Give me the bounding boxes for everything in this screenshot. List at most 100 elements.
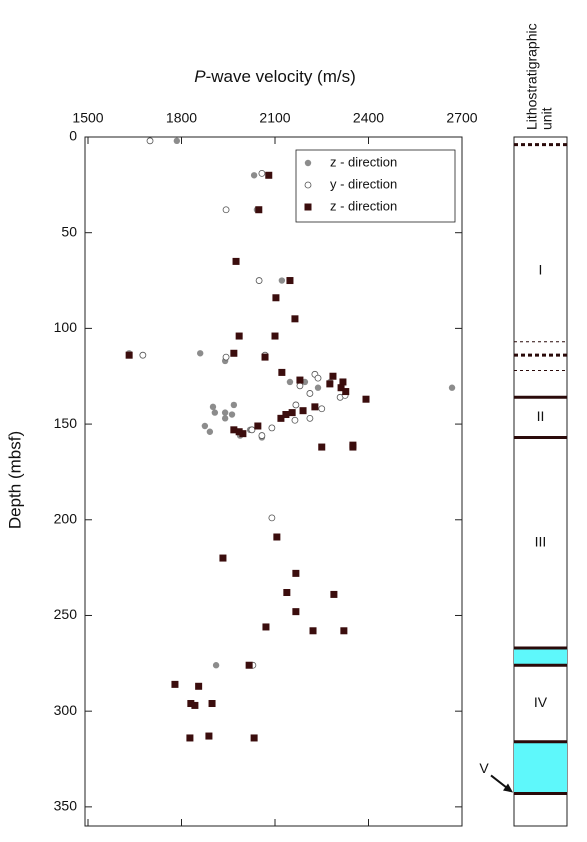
- point-open: [268, 424, 276, 432]
- point-open: [146, 137, 154, 145]
- point-square: [337, 384, 345, 392]
- point-square: [339, 378, 347, 386]
- point: [448, 384, 456, 391]
- point-square: [171, 680, 179, 688]
- point-square: [271, 332, 279, 340]
- legend-box: [295, 149, 456, 223]
- point-square: [340, 627, 348, 635]
- point-square: [291, 315, 299, 323]
- y-tick-label: 200: [54, 510, 78, 526]
- y-tick-label: 250: [54, 606, 78, 622]
- point-open: [222, 353, 230, 361]
- point-square: [187, 700, 195, 708]
- point-open: [268, 514, 276, 522]
- point-open: [296, 382, 304, 390]
- plot-frame: [84, 136, 463, 827]
- point-open: [255, 277, 263, 284]
- point: [201, 422, 209, 430]
- point: [221, 409, 229, 416]
- point-square: [296, 376, 304, 384]
- point-open: [248, 426, 256, 434]
- y-tick-label: 0: [69, 128, 77, 144]
- y-tick-label: 350: [54, 798, 78, 814]
- cyan-interval: [514, 648, 567, 666]
- point-square: [230, 349, 238, 357]
- point-open: [292, 401, 300, 409]
- point-square: [362, 395, 370, 403]
- column-title: unit: [539, 107, 555, 130]
- column-title: Lithostratigraphic: [524, 23, 540, 130]
- point-square: [349, 443, 357, 451]
- point-square: [232, 257, 240, 265]
- point-open: [306, 390, 314, 397]
- y-tick-label: 300: [54, 702, 78, 718]
- point-square: [283, 589, 291, 597]
- point-square: [191, 701, 199, 709]
- point-square: [292, 569, 300, 577]
- arrow-head: [503, 783, 513, 793]
- point-square: [261, 353, 269, 361]
- point-square: [330, 590, 338, 598]
- point-open: [318, 405, 326, 413]
- point-open: [306, 414, 314, 422]
- y-tick-label: 100: [54, 319, 78, 335]
- point-square: [311, 403, 319, 411]
- point-square: [278, 368, 286, 376]
- unit-label: I: [539, 262, 543, 278]
- legend-label: z - direction: [330, 154, 397, 169]
- point-square: [309, 627, 317, 635]
- point-open: [314, 374, 322, 382]
- point: [173, 137, 181, 145]
- legend-label: z - direction: [330, 198, 397, 213]
- point-open: [291, 416, 299, 424]
- point-open: [139, 351, 147, 359]
- point-square: [329, 372, 337, 380]
- point-open: [258, 432, 266, 439]
- point-square: [292, 608, 300, 616]
- point-square: [245, 661, 253, 669]
- point: [212, 662, 220, 669]
- point-square: [326, 380, 334, 388]
- column-frame: [513, 136, 568, 827]
- legend-label: y - direction: [330, 176, 397, 191]
- point: [286, 378, 294, 386]
- point: [250, 172, 258, 179]
- cyan-interval: [514, 741, 567, 794]
- point-square: [288, 409, 296, 417]
- point: [221, 415, 229, 422]
- x-tick-label: 2100: [259, 110, 290, 126]
- point-square: [230, 426, 238, 434]
- point-square: [195, 682, 203, 690]
- point: [304, 159, 312, 167]
- point-square: [299, 407, 307, 415]
- point: [228, 411, 236, 418]
- unit-label: IV: [534, 694, 548, 710]
- y-axis-title: Depth (mbsf): [5, 431, 24, 529]
- x-tick-label: 1500: [72, 110, 103, 126]
- unit-label: II: [537, 408, 545, 424]
- point-square: [125, 351, 133, 359]
- point-square: [286, 277, 294, 285]
- point: [211, 409, 219, 416]
- point-square: [304, 203, 312, 211]
- point-square: [277, 414, 285, 422]
- point-square: [239, 430, 247, 438]
- point: [209, 403, 217, 411]
- point: [314, 384, 322, 391]
- point-square: [235, 332, 243, 340]
- point-open: [258, 169, 266, 177]
- x-tick-label: 1800: [166, 110, 197, 126]
- point-square: [205, 732, 213, 740]
- point-square: [282, 411, 290, 419]
- point-square: [219, 554, 227, 562]
- point-square: [208, 700, 216, 708]
- y-tick-label: 50: [61, 223, 77, 239]
- point: [278, 277, 286, 284]
- title-italic: P: [194, 67, 206, 86]
- point-square: [254, 422, 262, 430]
- point-open: [304, 181, 312, 189]
- unit-label: V: [479, 760, 489, 776]
- x-axis-title: P-wave velocity (m/s): [194, 67, 356, 86]
- unit-label: III: [535, 533, 547, 549]
